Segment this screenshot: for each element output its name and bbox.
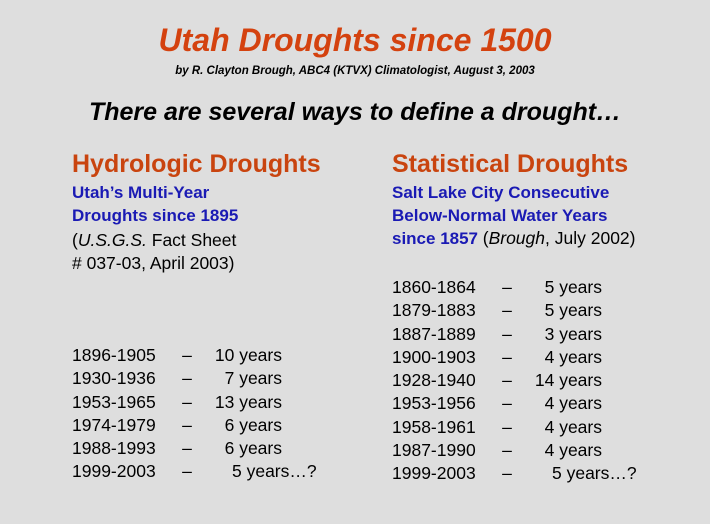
drought-row: 1999-2003 – 5 years…?	[392, 462, 637, 485]
source-italic: U.S.G.S.	[77, 230, 147, 250]
period: 1958-1961	[392, 416, 476, 437]
duration: 10 years	[214, 345, 282, 365]
column-subtitle: Utah’s Multi-Year Droughts since 1895	[72, 181, 238, 227]
period: 1928-1940	[392, 370, 476, 391]
period: 1930-1936	[72, 368, 156, 389]
dash: –	[502, 463, 512, 484]
duration: 5 years	[544, 300, 602, 321]
drought-row: 1987-1990 – 4 years	[392, 439, 632, 462]
byline: by R. Clayton Brough, ABC4 (KTVX) Climat…	[175, 65, 535, 77]
dash: –	[502, 416, 512, 437]
period: 1953-1956	[392, 393, 476, 414]
subtitle-line: since 1857 (Brough, July 2002)	[392, 227, 635, 250]
drought-row: 1896-1905 – 10 years	[72, 344, 312, 367]
period: 1879-1883	[392, 300, 476, 321]
duration: 4 years	[544, 346, 602, 367]
drought-row: 1928-1940 – 14 years	[392, 369, 632, 392]
period: 1953-1965	[72, 391, 156, 412]
period: 1974-1979	[72, 414, 156, 435]
source-text: (	[72, 230, 78, 250]
dash: –	[182, 438, 192, 459]
dash: –	[182, 391, 192, 412]
drought-row: 1999-2003 – 5 years…?	[72, 460, 317, 483]
drought-row: 1953-1956 – 4 years	[392, 392, 632, 415]
column-subtitle: Salt Lake City Consecutive Below-Normal …	[392, 181, 635, 250]
duration: 14 years	[534, 370, 602, 391]
period: 1999-2003	[72, 461, 156, 482]
subtitle-line: Below-Normal Water Years	[392, 206, 608, 225]
column-title: Hydrologic Droughts	[72, 150, 321, 178]
drought-row: 1953-1965 – 13 years	[72, 391, 312, 414]
dash: –	[502, 393, 512, 414]
source: (U.S.G.S. Fact Sheet # 037-03, April 200…	[72, 229, 236, 275]
drought-row: 1988-1993 – 6 years	[72, 437, 312, 460]
duration: 5 years…?	[232, 461, 317, 482]
subtitle-line: Utah’s Multi-Year	[72, 183, 210, 202]
duration: 3 years	[544, 323, 602, 344]
dash: –	[182, 345, 192, 365]
drought-list: 1896-1905–10 years 1930-1936–7 years 1953-…	[72, 344, 317, 484]
duration: 7 years	[224, 368, 282, 389]
title: Utah Droughts since 1500	[158, 22, 552, 58]
source: (Brough, July 2002)	[483, 228, 636, 248]
duration: 4 years	[544, 440, 602, 461]
duration: 6 years	[224, 414, 282, 435]
drought-row: 1860-1864 – 5 years	[392, 276, 632, 299]
period: 1988-1993	[72, 438, 156, 459]
subtitle-line: Salt Lake City Consecutive	[392, 183, 610, 202]
drought-row: 1958-1961 – 4 years	[392, 416, 632, 439]
period: 1987-1990	[392, 440, 476, 461]
dash: –	[182, 368, 192, 389]
duration: 4 years	[544, 393, 602, 414]
dash: –	[502, 440, 512, 461]
period: 1900-1903	[392, 346, 476, 367]
period: 1999-2003	[392, 463, 476, 484]
drought-row: 1974-1979 – 6 years	[72, 414, 312, 437]
dash: –	[502, 370, 512, 391]
subtitle-line: Droughts since 1895	[72, 206, 239, 225]
subtitle-text: since 1857	[392, 229, 479, 248]
duration: 5 years	[544, 277, 602, 297]
duration: 5 years…?	[552, 463, 637, 484]
drought-row: 1900-1903 – 4 years	[392, 346, 632, 369]
source-italic: Brough	[488, 228, 546, 248]
source-text: , July 2002)	[545, 228, 636, 248]
drought-list: 1860-1864–5 years 1879-1883–5 years 1887-1…	[392, 276, 637, 486]
source-text: Fact Sheet	[151, 230, 237, 250]
dash: –	[182, 461, 192, 482]
drought-row: 1879-1883 – 5 years	[392, 299, 632, 322]
duration: 6 years	[224, 438, 282, 459]
heading: There are several ways to define a droug…	[88, 98, 622, 126]
dash: –	[502, 277, 512, 297]
drought-row: 1887-1889 – 3 years	[392, 323, 632, 346]
period: 1887-1889	[392, 323, 476, 344]
duration: 4 years	[544, 416, 602, 437]
period: 1860-1864	[392, 277, 476, 297]
period: 1896-1905	[72, 345, 156, 365]
dash: –	[502, 323, 512, 344]
drought-row: 1930-1936 – 7 years	[72, 367, 312, 390]
dash: –	[502, 300, 512, 321]
duration: 13 years	[214, 391, 282, 412]
column-title: Statistical Droughts	[392, 150, 629, 178]
source-line: # 037-03, April 2003)	[72, 253, 235, 273]
dash: –	[182, 414, 192, 435]
source-line: (U.S.G.S. Fact Sheet	[72, 229, 236, 252]
dash: –	[502, 346, 512, 367]
source-text: (	[482, 228, 489, 248]
